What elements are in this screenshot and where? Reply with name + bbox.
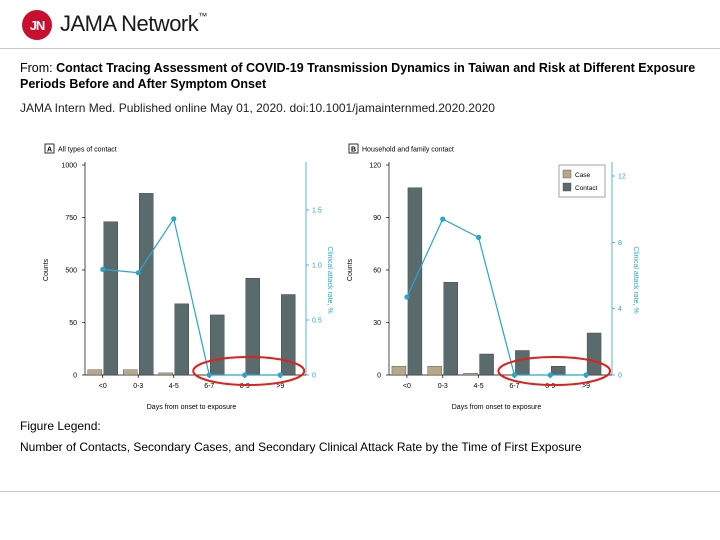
panel-a-y-tick-label: 750: [65, 215, 77, 222]
panel-b-y-tick-label: 60: [373, 268, 381, 275]
panel-b-bar-contact: [515, 350, 530, 376]
panel-a-y2-label: Clinical attack rate, %: [326, 246, 333, 313]
panel-b-x-tick-label: 6-7: [509, 383, 519, 390]
site-header: JN JAMA Network™: [0, 0, 720, 48]
logo-trademark: ™: [198, 11, 207, 21]
figure-charts: A All types of contact 0 50 500 750 1000 Counts…: [43, 143, 639, 411]
footer-divider: [0, 491, 720, 492]
panel-b-bar-case: [463, 373, 478, 376]
header-divider: [0, 48, 720, 49]
panel-b-legend-swatch-case: [562, 169, 572, 179]
panel-b-y2-tick-label: 12: [618, 174, 626, 181]
article-citation: JAMA Intern Med. Published online May 01…: [20, 101, 495, 115]
figure-legend-heading: Figure Legend:: [20, 419, 101, 433]
panel-a-x-tick-label: 0-3: [133, 383, 143, 390]
panel-b-title: Household and family contact: [362, 147, 454, 154]
panel-b-attack-rate-point: [583, 372, 589, 378]
panel-b-y2-tick-label: 4: [618, 306, 622, 313]
panel-a-attack-rate-point: [171, 216, 177, 222]
panel-b-letter: B: [351, 147, 356, 154]
panel-b-x-tick-label: 8-9: [545, 383, 555, 390]
panel-a-y2-tick-label: 1.5: [312, 208, 322, 215]
panel-b-legend-label-case: Case: [575, 172, 591, 179]
panel-b-legend-swatch-contact: [562, 182, 572, 192]
panel-a-y2-tick-label: 0: [312, 373, 316, 380]
panel-a-attack-rate-point: [206, 372, 212, 378]
from-label: From:: [20, 61, 53, 75]
panel-a-x-tick-label: 8-9: [240, 383, 250, 390]
panel-a-bar-case: [123, 369, 138, 376]
panel-b-y-tick-label: 120: [369, 163, 381, 170]
panel-a-y-tick-label: 500: [65, 268, 77, 275]
panel-a-bar-contact: [245, 277, 260, 376]
panel-a-x-tick-label: 4-5: [169, 383, 179, 390]
panel-b-attack-rate-point: [547, 372, 553, 378]
panel-a-bar-contact: [139, 193, 154, 376]
panel-b-attack-rate-point: [404, 294, 410, 300]
panel-a-bar-contact: [174, 303, 189, 376]
panel-a-y-tick-label: 1000: [61, 163, 77, 170]
panel-b-legend-label-contact: Contact: [575, 185, 598, 192]
panel-b-bar-contact: [586, 332, 602, 376]
panel-a-x-tick-label: <0: [99, 383, 107, 390]
panel-b-y-tick-label: 90: [373, 215, 381, 222]
panel-a-x-label: Days from onset to exposure: [147, 404, 237, 411]
panel-a-x-tick-label: 6-7: [204, 383, 214, 390]
panel-b-highlight-ellipse: [497, 356, 612, 386]
panel-b-x-tick-label: 0-3: [438, 383, 448, 390]
panel-b-attack-rate-point: [440, 216, 446, 222]
panel-b-y2-label: Clinical attack rate, %: [632, 246, 639, 313]
panel-b-y-label: Counts: [347, 258, 354, 281]
panel-b-bar-contact: [551, 366, 566, 376]
panel-b-bar-case: [427, 366, 442, 376]
figure-legend-text: Number of Contacts, Secondary Cases, and…: [20, 440, 582, 454]
panel-b-attack-rate-point: [511, 372, 518, 378]
panel-a-highlight-ellipse: [192, 356, 306, 386]
panel-a-letter-box: [44, 143, 55, 154]
panel-a-y2-tick-label: 1.0: [312, 263, 322, 270]
panel-b-bar-contact: [407, 187, 423, 376]
panel-b-bar-contact: [443, 282, 458, 376]
panel-b-letter-box: [348, 143, 359, 154]
panel-a-y-tick-label: 0: [73, 373, 77, 380]
panel-a-x-tick-label: >9: [276, 383, 284, 390]
panel-a-title: All types of contact: [58, 147, 117, 154]
panel-a-attack-rate-line: [102, 217, 281, 376]
panel-b-attack-rate-line: [406, 218, 587, 376]
panel-a-bar-contact: [103, 221, 118, 376]
panel-b-y2-tick-label: 0: [618, 373, 622, 380]
article-source: From: Contact Tracing Assessment of COVI…: [20, 60, 700, 92]
panel-b-bar-case: [391, 366, 407, 376]
jama-network-logo-text[interactable]: JAMA Network™: [60, 11, 207, 37]
panel-b-attack-rate-point: [475, 234, 482, 240]
panel-a-attack-rate-point: [242, 372, 248, 378]
article-title[interactable]: Contact Tracing Assessment of COVID-19 T…: [20, 61, 696, 91]
panel-a-bar-contact: [210, 314, 225, 376]
panel-b-y-tick-label: 0: [377, 373, 381, 380]
panel-a-attack-rate-point: [135, 270, 141, 276]
panel-b-x-tick-label: >9: [582, 383, 590, 390]
logo-name: JAMA Network: [60, 11, 199, 36]
panel-a-bar-case: [87, 369, 102, 376]
panel-a-y2-tick-label: 0.5: [312, 318, 322, 325]
panel-a-bar-contact: [281, 294, 296, 376]
panel-a-bar-case: [158, 372, 173, 376]
panel-a-y-label: Counts: [43, 258, 50, 281]
panel-b-x-label: Days from onset to exposure: [452, 404, 542, 411]
panel-a-attack-rate-point: [100, 266, 106, 272]
panel-a-y-tick-label: 50: [69, 320, 77, 327]
panel-a-attack-rate-point: [277, 372, 283, 378]
panel-b-y2-tick-label: 8: [618, 240, 622, 247]
jama-network-logo-mark[interactable]: JN: [22, 10, 52, 40]
panel-a-letter: A: [47, 147, 52, 154]
logo-mark-text: JN: [29, 17, 46, 33]
panel-b-y-tick-label: 30: [373, 320, 381, 327]
panel-b-x-tick-label: 4-5: [474, 383, 484, 390]
panel-b-x-tick-label: <0: [403, 383, 411, 390]
panel-b-bar-contact: [479, 353, 494, 376]
